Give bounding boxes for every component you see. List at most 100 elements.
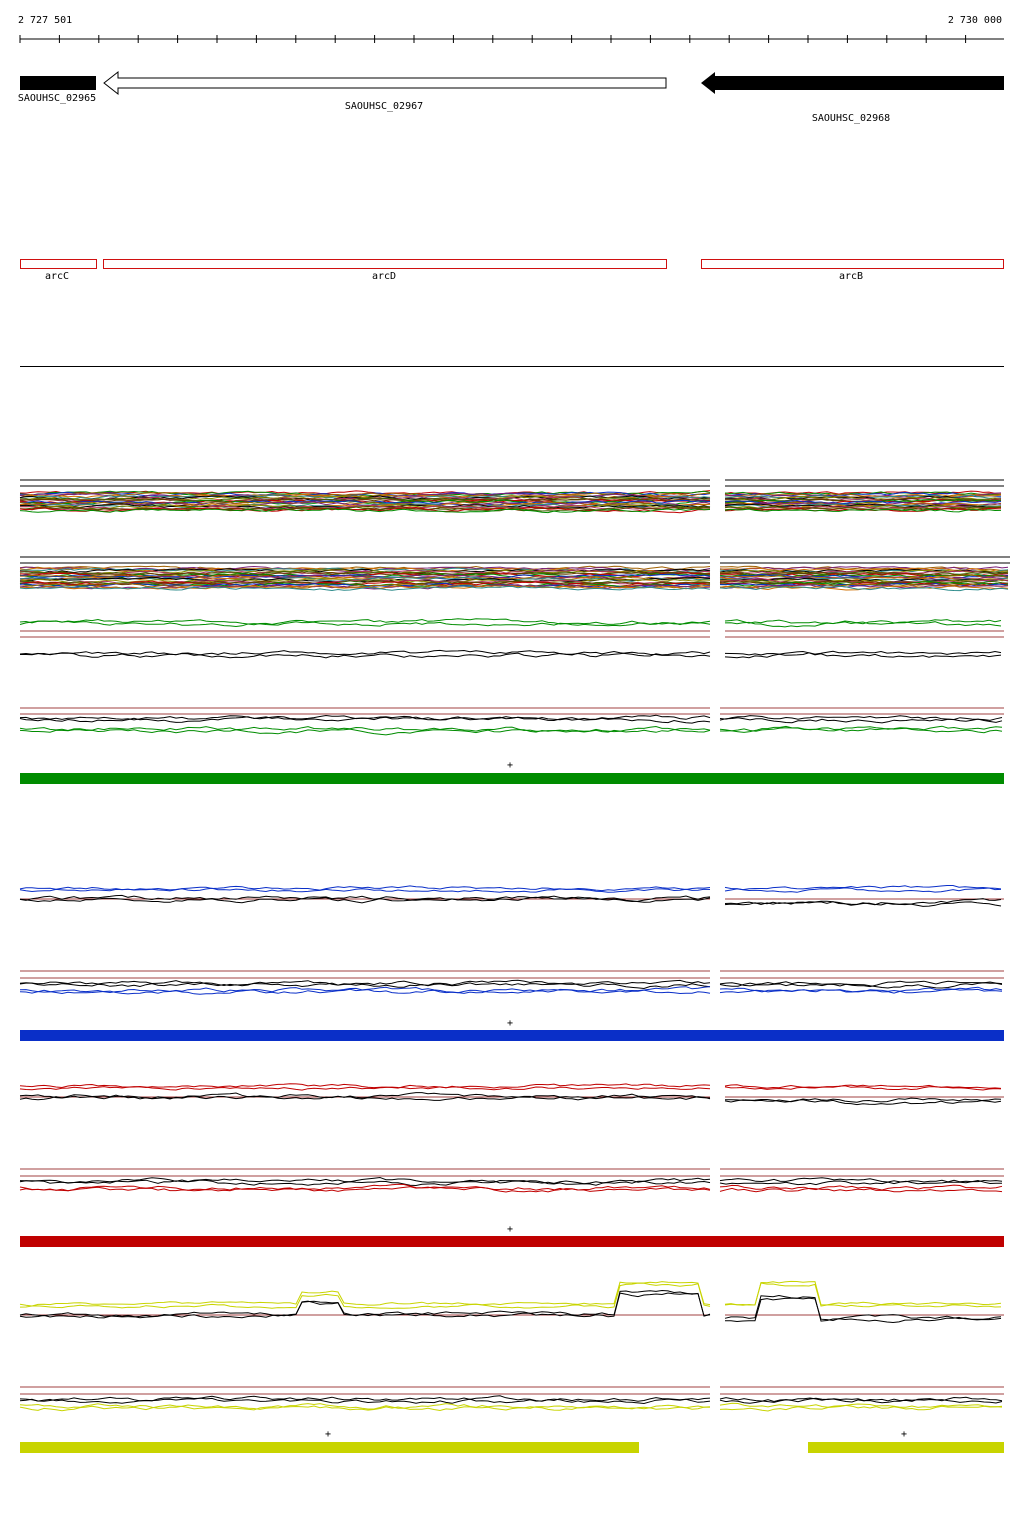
reference-signal-line [19, 1397, 711, 1405]
feature-box-arcc[interactable] [20, 259, 97, 269]
reference-signal-line [719, 1396, 1003, 1403]
gene-arrow-saouhsc-02965[interactable] [20, 76, 96, 90]
reference-signal-line [724, 1294, 1002, 1322]
condition-signal-line [19, 988, 711, 995]
reference-signal-line [724, 650, 1002, 659]
condition-signal-line [19, 1186, 711, 1193]
reference-signal-line [724, 1098, 1002, 1106]
sample-signal-line [19, 565, 711, 571]
condition-signal-line [724, 1280, 1002, 1306]
sample-signal-line [19, 565, 711, 572]
condition-signal-line [724, 1084, 1002, 1089]
sample-signal-line [719, 583, 1009, 589]
strand-marker-green: + [507, 760, 513, 771]
condition-signal-line [724, 619, 1002, 625]
strand-marker-yellow-right: + [901, 1429, 907, 1440]
reference-signal-line [724, 1296, 1002, 1324]
sample-signal-line [719, 585, 1009, 592]
reference-signal-line [19, 1176, 711, 1185]
reference-signal-line [719, 715, 1003, 721]
gene-arrow-saouhsc-02967[interactable] [103, 70, 667, 96]
reference-signal-line [19, 715, 711, 724]
gene-label-saouhsc-02968: SAOUHSC_02968 [812, 113, 890, 124]
condition-signal-line [719, 988, 1003, 994]
sample-signal-line [724, 508, 1002, 513]
strand-marker-red: + [507, 1224, 513, 1235]
condition-signal-line [719, 1404, 1003, 1412]
reference-signal-line [20, 651, 711, 659]
condition-signal-line [19, 727, 711, 736]
condition-signal-line [19, 1404, 711, 1412]
reference-signal-line [19, 1095, 711, 1101]
feature-box-arcd[interactable] [103, 259, 667, 269]
condition-signal-line [19, 725, 711, 733]
condition-signal-line [724, 1282, 1002, 1308]
condition-signal-line [719, 1402, 1003, 1408]
condition-signal-line [720, 727, 1003, 734]
condition-bar-yellow-left [20, 1442, 639, 1453]
reference-signal-line [719, 980, 1003, 988]
condition-signal-line [19, 1282, 711, 1309]
reference-signal-line [19, 1179, 711, 1187]
reference-signal-line [19, 1292, 711, 1319]
sample-signal-line [724, 507, 1001, 512]
condition-signal-line [719, 1184, 1003, 1191]
reference-signal-line [719, 982, 1003, 989]
feature-label-arcc: arcC [45, 271, 69, 282]
ruler-start-label: 2 727 501 [18, 15, 72, 26]
condition-signal-line [19, 887, 711, 893]
reference-signal-line [19, 979, 711, 987]
gene-track: SAOUHSC_02965 SAOUHSC_02967 SAOUHSC_0296… [18, 70, 1004, 124]
gene-arrow-saouhsc-02968[interactable] [701, 72, 1004, 94]
sample-signal-line [20, 569, 711, 575]
feature-box-arcb[interactable] [701, 259, 1004, 269]
gene-label-saouhsc-02967: SAOUHSC_02967 [345, 101, 423, 112]
condition-bar-yellow-right [808, 1442, 1004, 1453]
reference-signal-line [19, 1092, 711, 1099]
sample-signal-line [19, 503, 711, 510]
reference-signal-line [725, 1097, 1002, 1103]
condition-signal-line [724, 1085, 1002, 1091]
condition-signal-line [724, 885, 1002, 891]
sample-signal-line [19, 585, 711, 592]
reference-signal-line [19, 894, 711, 903]
sample-signal-line [19, 582, 711, 589]
expression-signal-tracks [19, 479, 1010, 1412]
condition-bar-red [20, 1236, 1004, 1247]
gene-label-saouhsc-02965: SAOUHSC_02965 [18, 93, 96, 104]
sample-signal-line [724, 505, 1002, 510]
strand-marker-yellow-left: + [325, 1429, 331, 1440]
strand-marker-blue: + [507, 1018, 513, 1029]
sample-signal-line [719, 570, 1009, 576]
condition-signal-line [19, 1085, 711, 1091]
condition-signal-line [19, 1183, 711, 1192]
ruler-end-label: 2 730 000 [948, 15, 1002, 26]
condition-signal-line [724, 621, 1002, 628]
sample-signal-line [19, 497, 711, 503]
feature-label-arcd: arcD [372, 271, 396, 282]
coordinate-ruler: 2 727 501 2 730 000 [18, 15, 1004, 43]
sample-signal-line [719, 566, 1009, 571]
condition-signal-line [19, 618, 711, 626]
sample-signal-line [19, 571, 711, 577]
reference-signal-line [724, 650, 1002, 656]
condition-bar-green [20, 773, 1004, 784]
reference-signal-line [719, 717, 1003, 724]
condition-signal-line [719, 1187, 1003, 1193]
reference-signal-line [719, 1179, 1002, 1186]
ruler-ticks [19, 35, 967, 43]
feature-label-arcb: arcB [839, 271, 863, 282]
reference-signal-line [724, 898, 1002, 906]
reference-signal-line [719, 1177, 1003, 1183]
condition-signal-line [19, 620, 711, 628]
sample-signal-line [19, 507, 711, 514]
condition-bar-blue [20, 1030, 1004, 1041]
reference-signal-line [724, 900, 1002, 907]
condition-signal-line [724, 887, 1002, 893]
sample-signal-line [19, 500, 711, 507]
reference-signal-line [719, 1397, 1003, 1404]
sample-signal-line [19, 491, 711, 498]
sample-signal-line [724, 494, 1002, 501]
reference-signal-line [19, 982, 711, 990]
